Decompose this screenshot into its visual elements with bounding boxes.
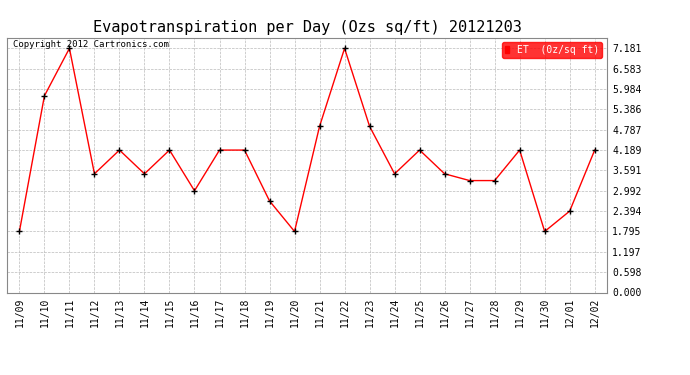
Text: Copyright 2012 Cartronics.com: Copyright 2012 Cartronics.com [13,40,169,49]
Legend: ET  (0z/sq ft): ET (0z/sq ft) [502,42,602,58]
Title: Evapotranspiration per Day (Ozs sq/ft) 20121203: Evapotranspiration per Day (Ozs sq/ft) 2… [92,20,522,35]
